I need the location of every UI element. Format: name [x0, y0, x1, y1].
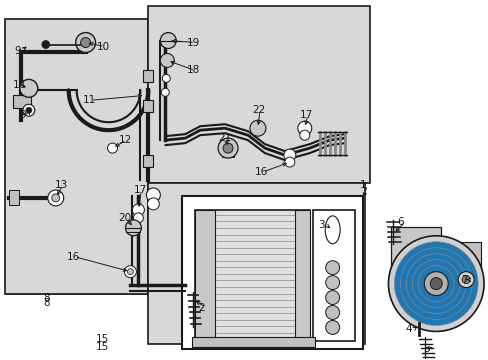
- Bar: [143, 155, 153, 167]
- Circle shape: [161, 88, 169, 96]
- Text: 18: 18: [187, 66, 200, 76]
- Circle shape: [218, 138, 238, 158]
- Circle shape: [147, 198, 159, 210]
- Circle shape: [124, 266, 136, 278]
- Circle shape: [461, 276, 469, 284]
- Circle shape: [133, 213, 143, 223]
- Text: 8: 8: [43, 293, 50, 302]
- Circle shape: [23, 104, 35, 116]
- Circle shape: [299, 130, 309, 140]
- Text: 22: 22: [251, 105, 264, 115]
- Circle shape: [417, 266, 453, 302]
- Circle shape: [20, 80, 38, 97]
- Circle shape: [285, 157, 294, 167]
- Ellipse shape: [325, 216, 340, 244]
- Circle shape: [48, 190, 63, 206]
- Circle shape: [457, 272, 473, 288]
- Text: 16: 16: [254, 167, 267, 177]
- Bar: [148, 183, 364, 345]
- Bar: [192, 337, 314, 347]
- Circle shape: [387, 236, 483, 332]
- Circle shape: [76, 32, 95, 53]
- Text: 15: 15: [96, 342, 109, 352]
- Text: 20: 20: [118, 213, 131, 223]
- Bar: [143, 71, 153, 82]
- Text: 10: 10: [96, 41, 109, 51]
- Bar: [148, 6, 369, 183]
- Circle shape: [223, 143, 233, 153]
- Text: 19: 19: [187, 37, 200, 48]
- Bar: [143, 100, 153, 112]
- Circle shape: [283, 149, 295, 161]
- Circle shape: [146, 188, 160, 202]
- Text: 1: 1: [359, 180, 366, 190]
- Circle shape: [325, 320, 339, 334]
- Circle shape: [125, 220, 141, 236]
- Text: 9: 9: [20, 110, 26, 120]
- Bar: [13, 95, 31, 108]
- Text: 9: 9: [14, 45, 20, 55]
- Text: 12: 12: [118, 135, 131, 145]
- Circle shape: [325, 291, 339, 305]
- Text: 13: 13: [55, 180, 68, 190]
- Circle shape: [160, 54, 174, 67]
- Bar: [195, 210, 309, 345]
- Circle shape: [132, 204, 144, 216]
- Text: 17: 17: [133, 185, 146, 195]
- Bar: [5, 19, 148, 293]
- Circle shape: [162, 75, 170, 82]
- Text: 17: 17: [299, 110, 312, 120]
- Bar: [458, 242, 480, 270]
- Text: 6: 6: [397, 217, 403, 227]
- Text: 3: 3: [317, 220, 324, 230]
- Text: 4: 4: [405, 324, 411, 334]
- Bar: [182, 196, 362, 349]
- Circle shape: [127, 269, 133, 275]
- Text: 16: 16: [66, 252, 80, 262]
- Circle shape: [26, 107, 32, 113]
- Text: 14: 14: [13, 80, 26, 90]
- Circle shape: [406, 254, 465, 314]
- Circle shape: [81, 37, 90, 48]
- Circle shape: [325, 276, 339, 289]
- Circle shape: [394, 242, 477, 325]
- Circle shape: [249, 120, 265, 136]
- Text: 7: 7: [460, 275, 467, 285]
- Text: 5: 5: [423, 345, 429, 354]
- Circle shape: [52, 194, 60, 202]
- Text: 2: 2: [198, 302, 204, 312]
- Bar: [390, 227, 440, 265]
- Circle shape: [429, 278, 441, 289]
- Bar: [222, 140, 234, 157]
- Circle shape: [297, 121, 311, 135]
- Text: 8: 8: [43, 297, 50, 307]
- Circle shape: [41, 41, 50, 49]
- Circle shape: [411, 260, 459, 307]
- Bar: [294, 210, 309, 345]
- Bar: [195, 210, 215, 345]
- Circle shape: [107, 143, 117, 153]
- Text: 11: 11: [82, 95, 96, 105]
- Circle shape: [400, 248, 471, 319]
- Circle shape: [424, 272, 447, 296]
- Text: 15: 15: [96, 334, 109, 345]
- Circle shape: [325, 306, 339, 319]
- Bar: [312, 210, 354, 341]
- Text: 21: 21: [218, 133, 231, 143]
- Circle shape: [325, 261, 339, 275]
- Circle shape: [160, 32, 176, 49]
- Bar: [9, 190, 19, 205]
